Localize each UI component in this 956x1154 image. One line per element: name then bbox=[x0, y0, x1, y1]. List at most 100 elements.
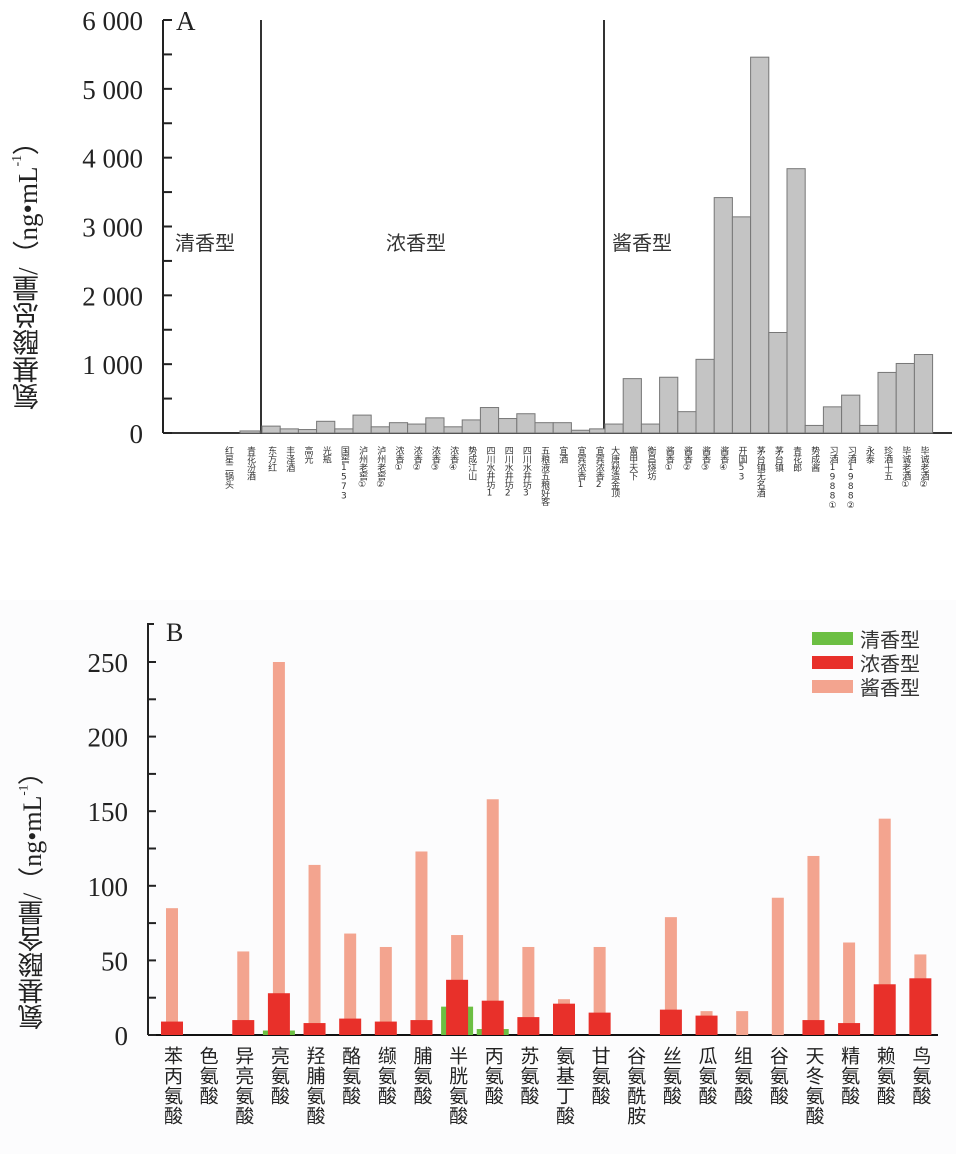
chart-b-bar-nongxiang bbox=[374, 1021, 397, 1035]
chart-a: 0 1 000 2 000 3 000 4 000 5 000 6 000 A 清香型 浓香型 酱香… bbox=[82, 6, 952, 449]
chart-a-bar bbox=[316, 420, 336, 434]
chart-a-bar bbox=[786, 168, 806, 434]
chart-a-bar bbox=[659, 376, 679, 434]
chart-b-x-tick-label: 精氨酸 bbox=[838, 1046, 861, 1106]
chart-a-x-tick-label: 毕诚老酒① bbox=[900, 446, 911, 490]
chart-a-x-tick-label: 四川水井坊2 bbox=[502, 446, 513, 498]
chart-b-legend-label: 清香型 bbox=[860, 628, 920, 652]
chart-b-bar-jiangxiang bbox=[344, 933, 357, 1035]
chart-b-bar-nongxiang bbox=[553, 1003, 575, 1035]
chart-b-bar-nongxiang bbox=[410, 1020, 433, 1035]
chart-a-bar bbox=[239, 430, 261, 434]
chart-a-x-tick-label: 五粮液五粮好客 bbox=[539, 446, 550, 506]
chart-a-x-tick-label: 丰泽酒 bbox=[284, 446, 295, 472]
chart-a-x-tick-label: 茅台镇无名酒 bbox=[754, 446, 765, 497]
chart-b-bar-nongxiang bbox=[303, 1023, 326, 1035]
chart-a-group-label: 清香型 bbox=[175, 231, 235, 255]
chart-b-y-tick-label: 100 bbox=[88, 872, 129, 902]
chart-b-legend-label: 浓香型 bbox=[860, 652, 920, 676]
chart-b-legend-swatch bbox=[812, 632, 853, 645]
chart-b-bar-nongxiang bbox=[446, 979, 469, 1035]
chart-b-y-axis-title-sup: -1 bbox=[15, 784, 31, 796]
chart-b-x-tick-label: 色氨酸 bbox=[196, 1046, 219, 1106]
chart-a-x-tick-label: 永泰 bbox=[863, 446, 874, 463]
chart-b-bar-nongxiang bbox=[481, 1000, 504, 1035]
chart-a-x-tick-label: 泸州老窖① bbox=[357, 446, 368, 490]
chart-a-x-tick-label: 光瓶 bbox=[320, 446, 331, 463]
chart-b-y-axis-title: 氨基酸含量/（ng•mL-1） bbox=[14, 660, 51, 1030]
chart-b-x-tick-label: 缬氨酸 bbox=[374, 1046, 397, 1106]
chart-a-y-tick-label: 2 000 bbox=[82, 281, 143, 311]
chart-a-bar bbox=[913, 354, 934, 434]
chart-a-x-tick-label: 衡昌烧坊 bbox=[645, 446, 656, 480]
chart-a-x-tick-label: 浓香④ bbox=[448, 446, 459, 473]
chart-b-x-tick-label: 谷氨酸 bbox=[766, 1046, 789, 1106]
chart-b-y-tick-label: 250 bbox=[88, 648, 129, 678]
chart-a-x-tick-label: 势成江山 bbox=[466, 446, 477, 480]
chart-b-bar-nongxiang bbox=[659, 1009, 682, 1035]
chart-a-x-tick-label: 酱香③ bbox=[700, 446, 711, 473]
chart-b-bar-jiangxiang bbox=[736, 1011, 749, 1035]
chart-b-x-tick-label: 半胱氨酸 bbox=[446, 1046, 469, 1126]
chart-b-legend-swatch bbox=[812, 656, 853, 669]
chart-b-x-tick-label: 组氨酸 bbox=[731, 1046, 754, 1106]
chart-a-bar bbox=[622, 378, 642, 434]
chart-a-bar bbox=[425, 417, 445, 434]
chart-b-x-tick-label: 亮氨酸 bbox=[267, 1046, 290, 1106]
chart-b-x-tick-label: 苏氨酸 bbox=[517, 1046, 540, 1106]
chart-a-x-tick-label: 宜宾浓香1 bbox=[575, 446, 586, 490]
chart-a-x-tick-label: 浓香② bbox=[411, 446, 422, 473]
chart-b-y-tick-label: 50 bbox=[101, 946, 128, 976]
chart-b-bar-nongxiang bbox=[339, 1018, 362, 1035]
chart-b-bar-jiangxiang bbox=[878, 818, 891, 1035]
chart-b-y-tick-label: 200 bbox=[88, 723, 129, 753]
chart-a-bar bbox=[841, 394, 861, 434]
chart-b-x-tick-label: 苯丙氨酸 bbox=[161, 1046, 183, 1126]
chart-b-bar-nongxiang bbox=[873, 984, 896, 1035]
chart-a-y-tick-label: 3 000 bbox=[82, 213, 143, 243]
chart-b-y-axis-title-main: 氨基酸含量/（ng•mL bbox=[18, 795, 47, 1030]
chart-a-x-tick-label: 高光 bbox=[302, 446, 313, 463]
chart-b-bar-nongxiang bbox=[838, 1023, 861, 1035]
chart-a-x-tick-label: 毕诚老酒② bbox=[918, 446, 929, 490]
chart-a-x-tick-label: 四川水井坊1 bbox=[484, 446, 495, 498]
chart-a-x-tick-label: 开国53 bbox=[736, 446, 747, 482]
chart-b-bar-jiangxiang bbox=[272, 662, 285, 1035]
chart-b-bar-nongxiang bbox=[267, 993, 290, 1035]
chart-b-bar-jiangxiang bbox=[522, 946, 535, 1035]
chart-a-x-tick-label: 四川水井坊3 bbox=[520, 446, 531, 498]
chart-a-group-label: 浓香型 bbox=[386, 231, 446, 255]
chart-a-x-tick-label: 国窖1573 bbox=[338, 446, 349, 501]
chart-b-x-tick-label: 脯氨酸 bbox=[410, 1046, 433, 1106]
chart-a-x-tick-label: 大唐秘造金顶 bbox=[609, 446, 620, 497]
chart-b-x-tick-label: 赖氨酸 bbox=[873, 1046, 896, 1106]
chart-a-x-tick-label: 青花汾酒 bbox=[245, 446, 255, 480]
chart-a-x-tick-label: 富甲天下 bbox=[627, 446, 638, 480]
chart-a-x-tick-label: 茅台镇 bbox=[772, 446, 783, 472]
chart-a-x-tick-label: 浓香③ bbox=[429, 446, 440, 473]
chart-b-bar-nongxiang bbox=[517, 1017, 540, 1035]
chart-a-bar bbox=[552, 422, 572, 434]
chart-b-x-tick-label: 谷氨酰胺 bbox=[624, 1046, 647, 1126]
chart-b-x-tick-label: 酪氨酸 bbox=[339, 1046, 362, 1106]
chart-b-panel-label: B bbox=[166, 618, 183, 647]
chart-a-y-tick-label: 0 bbox=[130, 419, 144, 449]
chart-b-x-tick-label: 羟脯氨酸 bbox=[303, 1046, 326, 1126]
chart-b-bar-jiangxiang bbox=[308, 864, 321, 1035]
chart-a-y-tick-label: 1 000 bbox=[82, 350, 143, 380]
chart-a-y-tick-label: 6 000 bbox=[82, 6, 143, 36]
chart-b-x-tick-label: 氨基丁酸 bbox=[553, 1046, 575, 1126]
chart-b-bar-jiangxiang bbox=[166, 908, 178, 1035]
chart-a-group-label: 酱香型 bbox=[612, 231, 672, 255]
chart-b-bar-jiangxiang bbox=[807, 855, 820, 1035]
chart-b-legend-swatch bbox=[812, 680, 853, 693]
chart-b-x-tick-label: 丝氨酸 bbox=[659, 1046, 682, 1106]
chart-b-x-tick-label: 天冬氨酸 bbox=[802, 1046, 825, 1126]
chart-b-bar-jiangxiang bbox=[379, 946, 392, 1035]
chart-b-bar-nongxiang bbox=[588, 1012, 611, 1035]
chart-a-bar bbox=[750, 56, 770, 434]
chart-b-y-axis-title-close: ） bbox=[18, 758, 47, 785]
chart-b-bar-nongxiang bbox=[232, 1020, 255, 1035]
chart-a-x-tick-label: 宜酒 bbox=[557, 446, 568, 463]
